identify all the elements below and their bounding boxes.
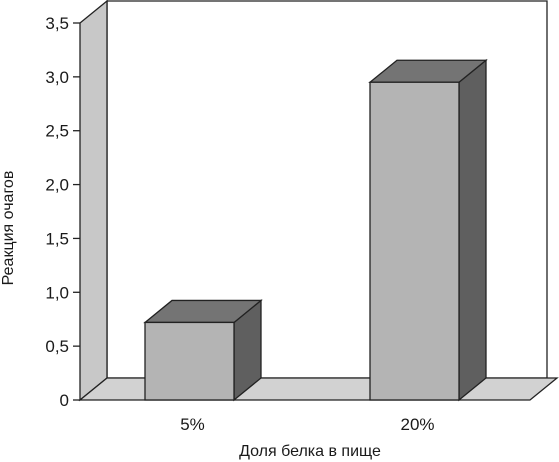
- y-tick-label: 1,5: [45, 229, 69, 248]
- x-axis-label: Доля белка в пище: [239, 443, 381, 460]
- x-tick-label: 20%: [400, 415, 434, 434]
- y-tick-label: 1,0: [45, 283, 69, 302]
- y-tick-label: 3,5: [45, 14, 69, 33]
- y-tick-label: 0,5: [45, 337, 69, 356]
- bar-side: [458, 58, 487, 402]
- y-axis-label: Реакция очагов: [0, 171, 17, 286]
- x-tick-label: 5%: [180, 415, 205, 434]
- y-tick-label: 2,0: [45, 176, 69, 195]
- bar-front: [369, 81, 460, 401]
- y-tick-label: 2,5: [45, 122, 69, 141]
- side-wall: [79, 0, 108, 402]
- bar-2: [368, 58, 488, 402]
- y-tick-label: 3,0: [45, 68, 69, 87]
- bar-front: [144, 321, 235, 401]
- y-axis-ticks: 0 0,5 1,0 1,5 2,0 2,5 3,0 3,5: [45, 14, 80, 410]
- bars: [143, 58, 488, 402]
- y-tick-label: 0: [60, 391, 69, 410]
- bar-1: [143, 299, 263, 402]
- x-axis-ticks: 5% 20%: [180, 415, 434, 434]
